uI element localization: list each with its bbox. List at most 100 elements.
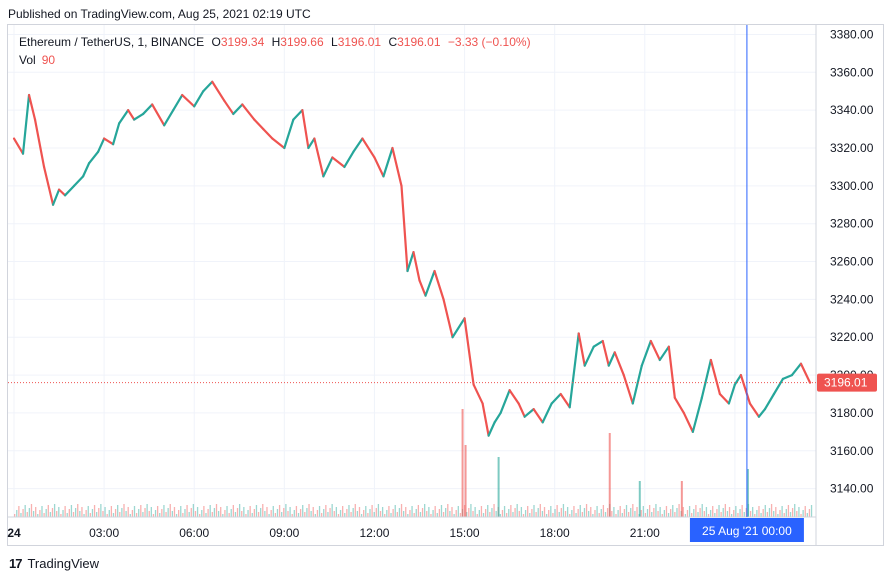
price-segment (172, 93, 184, 112)
volume-bar (623, 509, 626, 517)
volume-bar (415, 509, 417, 517)
volume-bar (144, 508, 146, 517)
open-label: O (211, 35, 221, 49)
volume-bar (209, 505, 211, 517)
y-tick-label: 3300.00 (830, 179, 874, 193)
price-segment (81, 162, 91, 178)
volume-bar (810, 505, 813, 517)
chart-frame[interactable] (7, 24, 884, 546)
price-segment (691, 396, 703, 433)
volume-bar (787, 505, 790, 517)
volume-bar (674, 512, 676, 517)
volume-bar (539, 504, 541, 517)
volume-bar (770, 504, 773, 517)
volume-bar (657, 511, 659, 517)
volume-bar (478, 510, 480, 517)
volume-bar (678, 504, 680, 517)
volume-bar (714, 513, 716, 517)
volume-bar (207, 509, 209, 517)
x-tick-label: 09:00 (269, 526, 299, 540)
volume-bar (804, 506, 806, 517)
volume-bar (251, 513, 253, 517)
volume-bar (672, 505, 674, 517)
volume-bar (121, 508, 123, 517)
price-segment (57, 188, 67, 197)
last-price-badge (817, 373, 877, 392)
volume-bar (760, 513, 762, 517)
volume-bar (47, 505, 49, 517)
volume-bar (352, 508, 354, 517)
volume-bar (224, 510, 226, 517)
price-segment (322, 156, 334, 178)
volume-bar (247, 510, 249, 517)
volume-bar (537, 508, 539, 517)
volume-bar (163, 505, 165, 517)
volume-bar (392, 509, 394, 517)
volume-bar (514, 508, 516, 517)
volume-bar (665, 506, 668, 517)
price-segment (718, 392, 730, 405)
volume-bar (766, 512, 769, 517)
volume-bar (299, 509, 302, 517)
volume-bar (146, 504, 148, 517)
price-segment (27, 93, 37, 121)
volume-bar (499, 514, 502, 517)
footer[interactable]: 17 TradingView (9, 556, 99, 571)
volume-bar (588, 511, 590, 517)
volume-spike (638, 481, 641, 517)
price-segment (631, 364, 643, 405)
volume-bar (337, 514, 340, 517)
volume-bar (344, 513, 346, 517)
y-tick-label: 3280.00 (830, 217, 874, 231)
volume-bar (201, 510, 203, 517)
x-tick-label: 15:00 (450, 526, 480, 540)
price-segment (352, 137, 364, 153)
volume-bar (30, 504, 33, 517)
volume-bar (579, 505, 581, 517)
volume-bar (575, 513, 577, 517)
volume-bar (287, 511, 289, 517)
volume-bar (806, 513, 808, 517)
price-segment (232, 103, 244, 116)
volume-bar (373, 512, 375, 517)
price-segment (12, 137, 25, 155)
price-segment (682, 411, 694, 433)
volume-bar (350, 512, 352, 517)
volume-bar (615, 514, 617, 517)
price-segment (253, 118, 265, 131)
volume-bar (249, 506, 251, 517)
volume-bar (77, 504, 79, 517)
volume-bar (470, 504, 472, 517)
volume-bar (405, 507, 407, 517)
volume-bar (112, 513, 115, 517)
price-segment (739, 373, 752, 405)
price-segment (21, 93, 31, 155)
volume-bar (789, 512, 792, 517)
volume-spike (461, 409, 464, 517)
volume-bar (531, 509, 533, 517)
volume-bar (684, 514, 687, 517)
volume-bar (777, 514, 779, 517)
price-segment (622, 373, 634, 405)
volume-bar (459, 513, 462, 517)
volume-bar (110, 506, 113, 517)
volume-bar (93, 505, 96, 517)
volume-bar (125, 511, 127, 517)
volume-bar (564, 511, 567, 517)
volume-bar (707, 514, 710, 517)
volume-bar (758, 506, 760, 517)
volume-bar (314, 514, 316, 517)
volume-bar (171, 511, 174, 517)
y-tick-label: 3180.00 (830, 406, 874, 420)
volume-bar (501, 510, 504, 517)
volume-bar (278, 505, 281, 517)
volume-bar (550, 506, 552, 517)
volume-bar (339, 510, 342, 517)
price-segment (307, 137, 316, 150)
volume-bar (808, 509, 811, 517)
volume-bar (293, 510, 295, 517)
volume-bar (369, 509, 371, 517)
volume-bar (266, 507, 268, 517)
volume-bar (535, 512, 537, 517)
